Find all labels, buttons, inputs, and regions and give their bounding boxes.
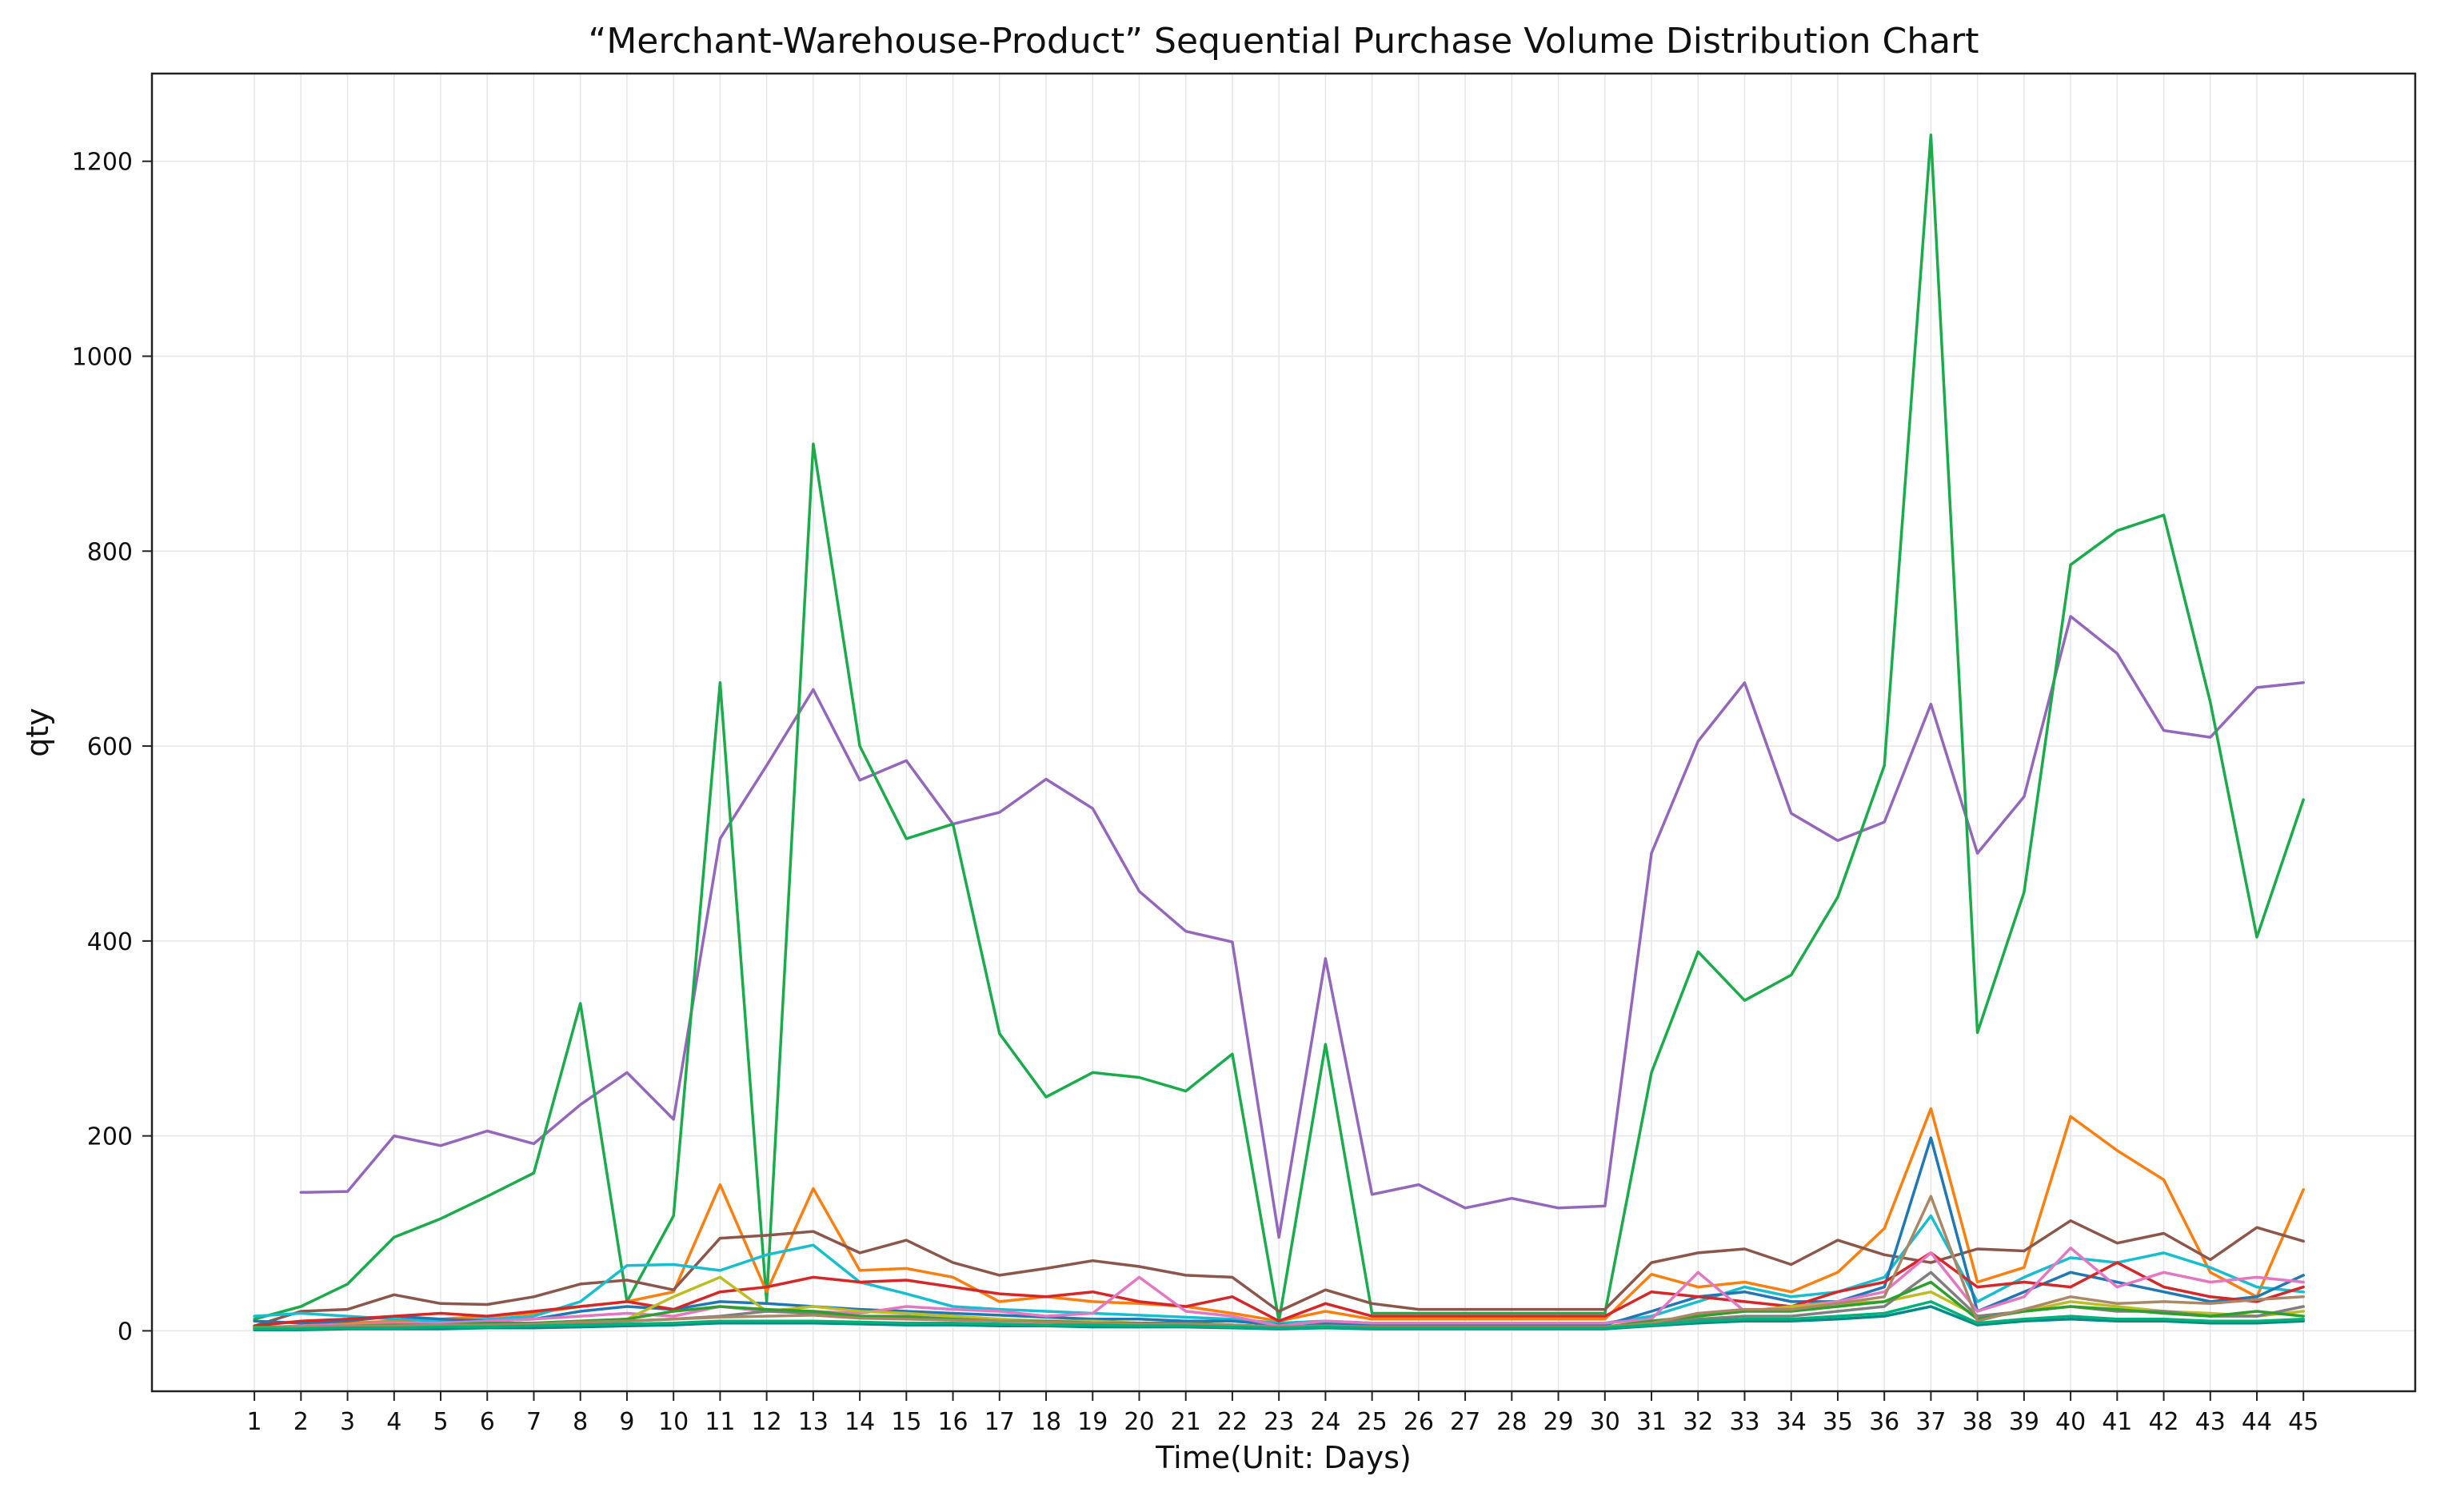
x-tick-label: 19 — [1077, 1408, 1108, 1436]
y-axis-ticks: 0 200 400 600 800 1000 1200 — [72, 149, 152, 1346]
y-tick-label: 200 — [87, 1123, 133, 1151]
x-tick-label: 18 — [1031, 1408, 1061, 1436]
x-tick-label: 40 — [2055, 1408, 2086, 1436]
x-tick-label: 7 — [526, 1408, 541, 1436]
x-tick-label: 17 — [984, 1408, 1015, 1436]
x-tick-label: 13 — [798, 1408, 829, 1436]
series-line-1 — [299, 615, 2305, 1239]
y-axis-label: qty — [20, 708, 55, 757]
chart-title: “Merchant-Warehouse-Product” Sequential … — [589, 21, 1979, 62]
grid — [152, 74, 2415, 1391]
x-tick-label: 6 — [480, 1408, 495, 1436]
x-tick-label: 22 — [1217, 1408, 1248, 1436]
x-tick-label: 45 — [2288, 1408, 2318, 1436]
x-tick-label: 37 — [1915, 1408, 1946, 1436]
series-line-14 — [253, 1300, 2305, 1330]
x-tick-label: 29 — [1543, 1408, 1573, 1436]
x-tick-label: 23 — [1264, 1408, 1294, 1436]
x-tick-label: 31 — [1636, 1408, 1667, 1436]
y-tick-label: 0 — [118, 1318, 133, 1346]
x-tick-label: 30 — [1590, 1408, 1620, 1436]
x-tick-label: 35 — [1823, 1408, 1853, 1436]
x-tick-label: 33 — [1729, 1408, 1759, 1436]
x-tick-label: 25 — [1357, 1408, 1388, 1436]
y-tick-label: 400 — [87, 928, 133, 956]
x-axis-ticks: 1 2 3 4 5 6 7 8 9 10 11 12 13 14 15 16 17 18 19 20 21 22 23 24 2… — [247, 1391, 2318, 1436]
x-tick-label: 41 — [2102, 1408, 2132, 1436]
x-tick-label: 32 — [1683, 1408, 1713, 1436]
series-line-5 — [253, 1214, 2305, 1325]
x-tick-label: 26 — [1404, 1408, 1434, 1436]
x-tick-label: 10 — [658, 1408, 689, 1436]
x-tick-label: 9 — [619, 1408, 634, 1436]
y-tick-label: 1200 — [72, 149, 133, 177]
x-axis-label: Time(Unit: Days) — [1155, 1440, 1412, 1475]
x-tick-label: 39 — [2009, 1408, 2039, 1436]
x-tick-label: 34 — [1776, 1408, 1807, 1436]
x-tick-label: 2 — [294, 1408, 309, 1436]
plot-frame — [150, 72, 2417, 1393]
x-tick-label: 44 — [2242, 1408, 2272, 1436]
x-tick-label: 11 — [705, 1408, 735, 1436]
x-tick-label: 5 — [433, 1408, 448, 1436]
x-tick-label: 8 — [573, 1408, 588, 1436]
x-tick-label: 1 — [247, 1408, 262, 1436]
x-tick-label: 38 — [1963, 1408, 1993, 1436]
x-tick-label: 42 — [2148, 1408, 2178, 1436]
x-tick-label: 16 — [937, 1408, 968, 1436]
x-tick-label: 12 — [752, 1408, 782, 1436]
x-tick-label: 43 — [2195, 1408, 2226, 1436]
x-tick-label: 20 — [1124, 1408, 1154, 1436]
x-tick-label: 28 — [1496, 1408, 1527, 1436]
series-lines — [253, 134, 2305, 1331]
x-tick-label: 21 — [1171, 1408, 1201, 1436]
y-tick-label: 600 — [87, 733, 133, 761]
x-tick-label: 36 — [1869, 1408, 1899, 1436]
y-tick-label: 800 — [87, 538, 133, 566]
x-tick-label: 4 — [386, 1408, 401, 1436]
x-tick-label: 24 — [1310, 1408, 1340, 1436]
x-tick-label: 14 — [845, 1408, 875, 1436]
x-tick-label: 15 — [891, 1408, 921, 1436]
x-tick-label: 3 — [340, 1408, 355, 1436]
y-tick-label: 1000 — [72, 343, 133, 371]
x-tick-label: 27 — [1450, 1408, 1480, 1436]
